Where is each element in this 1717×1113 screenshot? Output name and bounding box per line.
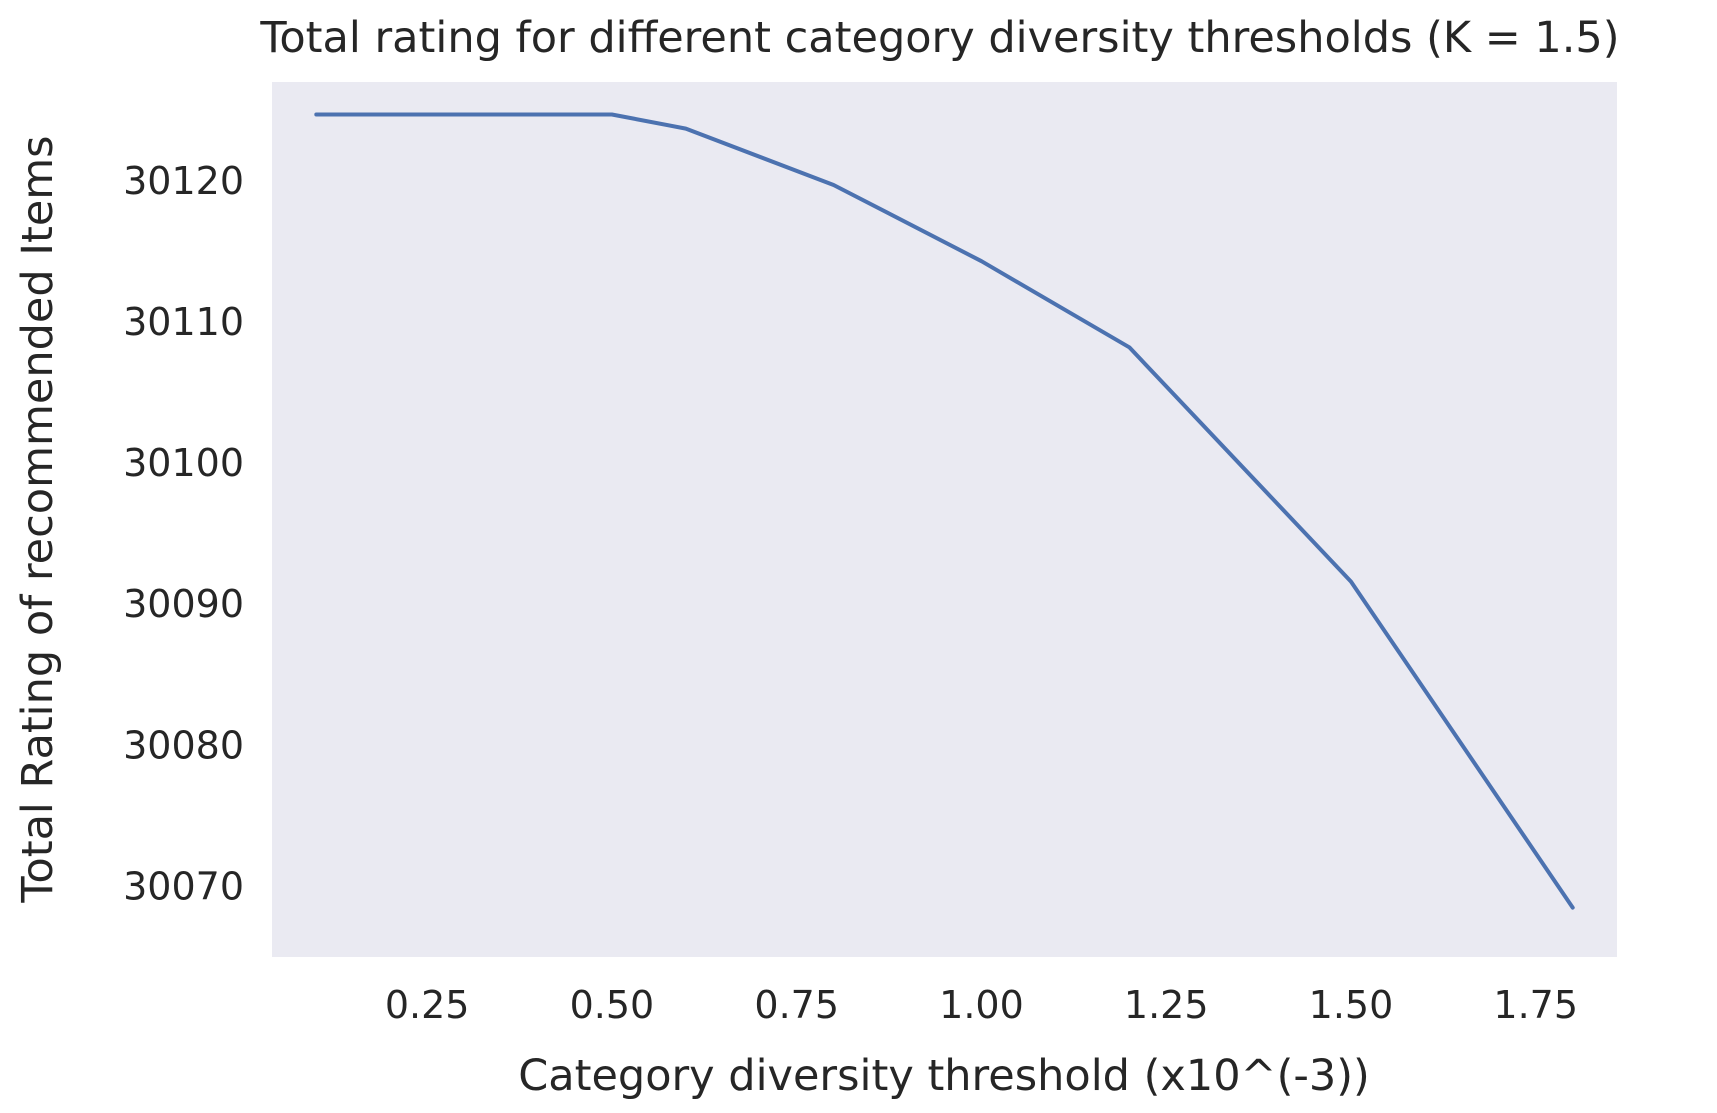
plot-area xyxy=(272,82,1617,957)
y-tick-label: 30120 xyxy=(123,159,244,203)
y-tick-label: 30110 xyxy=(123,300,244,344)
y-tick-label: 30090 xyxy=(123,582,244,626)
chart-title: Total rating for different category dive… xyxy=(259,13,1619,63)
x-tick-label: 1.75 xyxy=(1493,983,1578,1027)
y-tick-label: 30070 xyxy=(123,864,244,908)
y-axis-label: Total Rating of recommended Items xyxy=(13,135,63,903)
data-series xyxy=(314,112,1575,910)
x-tick-label: 0.25 xyxy=(385,983,470,1027)
x-tick-label: 1.25 xyxy=(1124,983,1209,1027)
x-tick-label: 0.75 xyxy=(754,983,839,1027)
series-line xyxy=(314,112,1575,910)
y-axis-ticks: 30070 30080 30090 30100 30110 30120 xyxy=(123,159,244,909)
x-tick-label: 0.50 xyxy=(570,983,655,1027)
x-tick-label: 1.50 xyxy=(1309,983,1394,1027)
x-axis-ticks: 0.25 0.50 0.75 1.00 1.25 1.50 1.75 xyxy=(385,983,1578,1027)
x-tick-label: 1.00 xyxy=(939,983,1024,1027)
y-tick-label: 30080 xyxy=(123,723,244,767)
x-axis-label: Category diversity threshold (x10^(-3)) xyxy=(518,1051,1370,1101)
y-tick-label: 30100 xyxy=(123,441,244,485)
